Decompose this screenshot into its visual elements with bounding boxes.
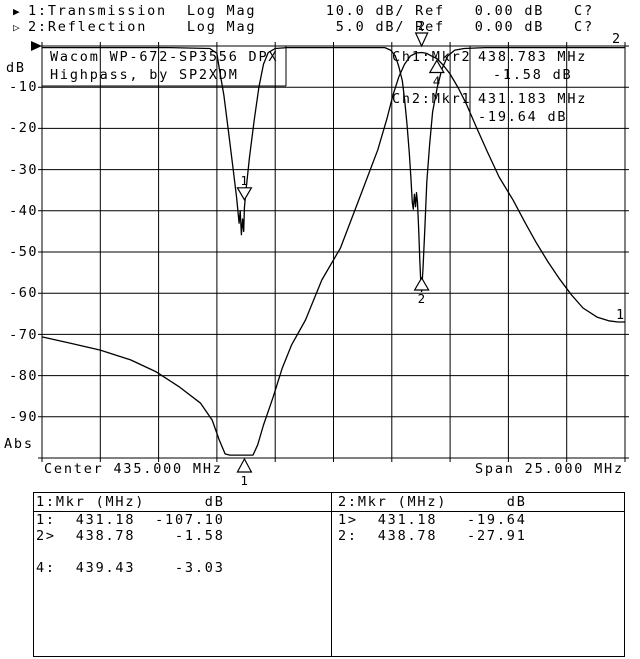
channel2-settings: 2:Reflection Log Mag 5.0 dB/ Ref 0.00 dB… [28,19,594,35]
marker-2-ch2-icon [413,276,430,291]
marker-table-row: 2: 438.78 -27.91 [338,528,527,544]
channel2-active-icon: ▷ [13,21,20,34]
trace1-end-label: 1 [616,307,626,323]
marker-table-row: 1: 431.18 -107.10 [36,512,225,528]
marker-1-ch1-label: 1 [240,473,248,488]
ref-level-indicator-icon [31,41,42,51]
marker-4-ch1-label: 4 [433,73,441,88]
title-box-border [42,46,287,87]
readout2-freq: 431.183 MHz [478,91,588,107]
marker-table-column-divider [331,493,332,656]
y-axis-bottom-label: Abs [4,436,34,452]
marker-table-row: 2> 438.78 -1.58 [36,528,225,544]
y-tick--70: -70 [9,327,38,343]
marker-2-ch1-label: 2 [418,18,426,33]
channel1-active-icon: ▶ [13,5,20,18]
marker-table-left-header: 1:Mkr (MHz) dB [36,494,225,510]
readout1-freq: 438.783 MHz [478,49,588,65]
trace-title-line1: Wacom WP-672-SP3556 DPX [50,49,279,65]
y-tick--80: -80 [9,368,38,384]
y-axis-unit: dB [6,60,26,76]
readout1-label: Ch1:Mkr2 [392,49,472,65]
marker-table-row: 1> 431.18 -19.64 [338,512,527,528]
y-tick--20: -20 [9,120,38,136]
marker-1-ch2-label: 1 [240,173,248,188]
y-tick--60: -60 [9,285,38,301]
marker-2-ch2-label: 2 [418,291,426,306]
trace-transmission [41,51,625,456]
marker-1-ch2-icon [236,187,253,202]
y-tick--90: -90 [9,409,38,425]
marker-table-right-header: 2:Mkr (MHz) dB [338,494,527,510]
y-tick--50: -50 [9,244,38,260]
readout1-level: -1.58 dB [493,67,573,83]
marker-table-row: 4: 439.43 -3.03 [36,560,225,576]
marker-table-header-divider [34,511,624,512]
marker-1-ch1-icon [236,457,253,473]
marker-2-ch1-icon [414,32,429,48]
trace-reflection [42,46,625,293]
readout2-label: Ch2:Mkr1 [392,91,472,107]
marker-4-ch1-icon [428,59,445,74]
y-tick--10: -10 [9,79,38,95]
channel1-settings: 1:Transmission Log Mag 10.0 dB/ Ref 0.00… [28,3,594,19]
trace-title-line2: Highpass, by SP2XDM [50,67,239,83]
graticule-grid [38,42,629,462]
readout2-level: -19.64 dB [478,109,568,125]
y-tick--40: -40 [9,203,38,219]
y-tick--30: -30 [9,162,38,178]
x-axis-span-label: Span 25.000 MHz [475,461,624,477]
trace2-end-label: 2 [612,31,622,47]
x-axis-center-label: Center 435.000 MHz [44,461,223,477]
marker-table [33,492,625,657]
